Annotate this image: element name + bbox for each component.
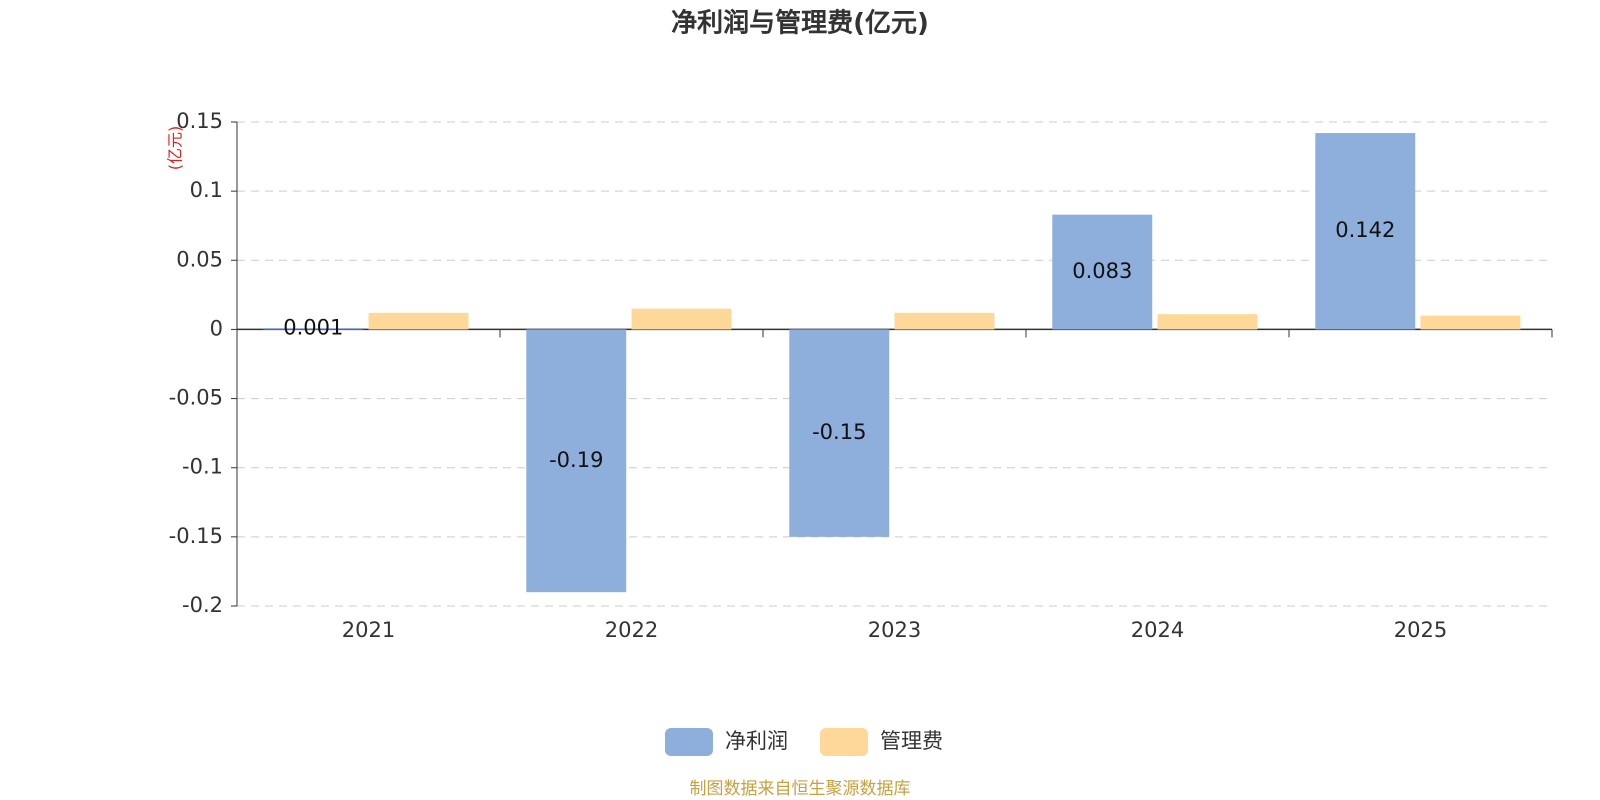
legend-label: 管理费 bbox=[880, 729, 943, 753]
y-tick-label: 0.15 bbox=[176, 109, 223, 133]
data-label: -0.19 bbox=[549, 448, 603, 472]
chart-title: 净利润与管理费(亿元) bbox=[671, 8, 929, 39]
x-tick-label: 2023 bbox=[868, 618, 921, 642]
bar bbox=[631, 308, 732, 330]
bar bbox=[526, 329, 627, 593]
bar bbox=[1315, 133, 1416, 330]
legend-label: 净利润 bbox=[725, 729, 788, 753]
bar bbox=[894, 312, 995, 330]
data-label: 0.001 bbox=[283, 316, 343, 340]
y-tick-label: 0.05 bbox=[176, 247, 223, 271]
x-tick-label: 2022 bbox=[605, 618, 658, 642]
bar bbox=[368, 312, 469, 330]
y-tick-label: -0.1 bbox=[182, 455, 223, 479]
bar bbox=[1420, 315, 1521, 330]
x-tick-label: 2021 bbox=[342, 618, 395, 642]
source-note: 制图数据来自恒生聚源数据库 bbox=[690, 779, 911, 799]
legend-swatch bbox=[820, 728, 868, 756]
bar bbox=[1157, 314, 1258, 330]
data-label: -0.15 bbox=[812, 420, 866, 444]
x-tick-label: 2025 bbox=[1394, 618, 1447, 642]
y-tick-label: -0.05 bbox=[169, 386, 223, 410]
x-tick-label: 2024 bbox=[1131, 618, 1184, 642]
bar bbox=[263, 328, 364, 330]
y-tick-label: 0 bbox=[210, 316, 223, 340]
y-axis-label: (亿元) bbox=[166, 126, 185, 171]
bar bbox=[789, 329, 890, 537]
data-label: 0.083 bbox=[1072, 259, 1132, 283]
data-label: 0.142 bbox=[1335, 218, 1395, 242]
legend-swatch bbox=[665, 728, 713, 756]
bar bbox=[1052, 214, 1153, 330]
y-tick-label: 0.1 bbox=[190, 178, 223, 202]
y-tick-label: -0.2 bbox=[182, 593, 223, 617]
y-tick-label: -0.15 bbox=[169, 524, 223, 548]
